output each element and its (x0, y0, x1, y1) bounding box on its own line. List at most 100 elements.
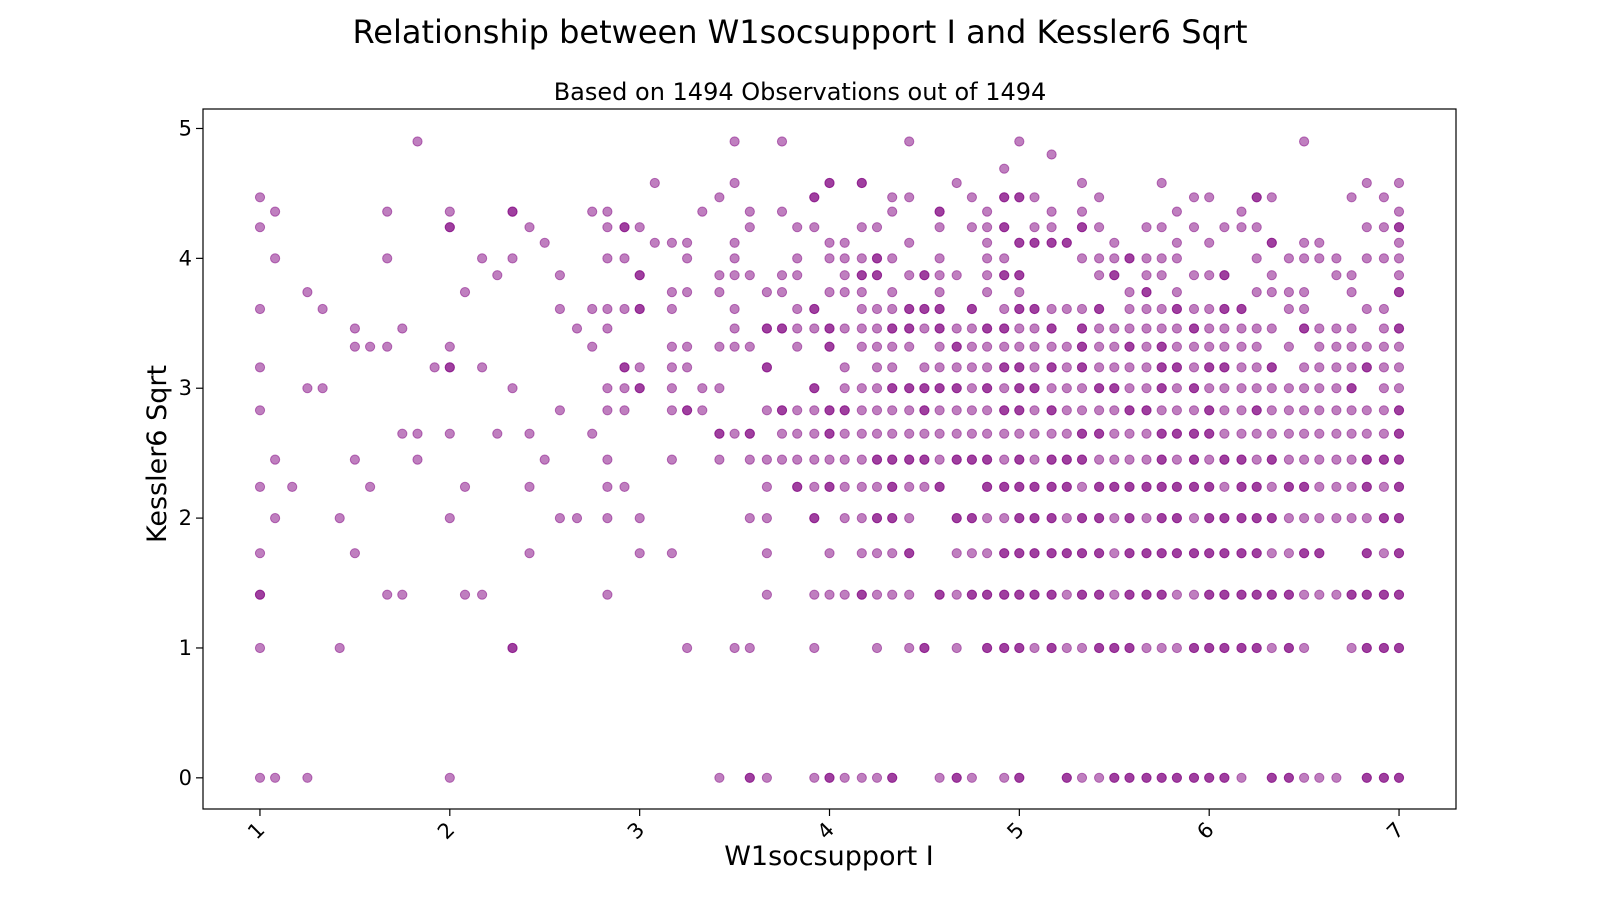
y-axis-label: Kessler6 Sqrt (142, 365, 173, 543)
data-point (1109, 270, 1120, 281)
data-point (1156, 253, 1167, 264)
data-point (444, 206, 455, 217)
data-point (919, 642, 930, 654)
data-point (254, 362, 266, 373)
data-point (524, 481, 535, 492)
data-point (1076, 303, 1088, 315)
data-point (1219, 303, 1230, 315)
data-point (809, 428, 820, 439)
data-point (477, 362, 488, 373)
data-point (982, 206, 993, 217)
data-point (729, 136, 740, 147)
data-point (444, 341, 455, 352)
data-point (951, 428, 962, 439)
data-point (1361, 405, 1372, 416)
data-point (887, 253, 898, 264)
data-point (999, 642, 1010, 654)
data-point (1094, 772, 1105, 783)
data-point (951, 589, 962, 600)
data-point (634, 222, 645, 233)
data-point (507, 253, 518, 264)
data-point (666, 454, 678, 465)
data-point (871, 362, 883, 373)
data-point (1361, 589, 1372, 600)
data-point (1014, 362, 1025, 373)
data-point (1361, 177, 1372, 189)
data-point (602, 303, 613, 315)
data-point (1314, 481, 1325, 492)
data-point (1378, 428, 1390, 439)
data-point (934, 405, 945, 416)
data-point (1283, 589, 1295, 600)
data-point (1283, 481, 1295, 492)
data-point (1251, 362, 1262, 373)
data-point (1094, 362, 1105, 373)
data-point (792, 222, 803, 233)
data-point (839, 323, 850, 334)
data-point (1346, 287, 1357, 298)
data-point (1251, 341, 1262, 352)
data-point (934, 362, 945, 373)
data-point (459, 481, 471, 492)
data-point (382, 341, 393, 352)
data-point (1061, 642, 1072, 654)
data-point (1094, 428, 1105, 439)
data-point (1156, 481, 1167, 492)
data-point (776, 323, 788, 334)
data-point (507, 383, 518, 394)
data-point (1046, 513, 1057, 524)
data-point (334, 513, 345, 524)
data-point (934, 287, 945, 298)
data-point (1219, 428, 1230, 439)
data-point (1361, 428, 1372, 439)
data-point (492, 428, 503, 439)
data-point (871, 253, 883, 264)
data-point (744, 206, 755, 217)
data-point (744, 222, 755, 233)
data-point (792, 270, 803, 281)
data-point (444, 772, 455, 783)
data-point (856, 270, 867, 281)
data-point (1283, 772, 1295, 783)
data-point (729, 323, 740, 334)
data-point (934, 253, 945, 264)
data-point (744, 341, 755, 352)
data-point (554, 303, 566, 315)
data-point (287, 481, 298, 492)
data-point (1299, 362, 1310, 373)
data-point (365, 481, 376, 492)
data-point (1346, 383, 1357, 394)
data-point (1236, 772, 1247, 783)
data-point (1346, 270, 1357, 281)
data-point (1156, 177, 1167, 189)
data-point (1219, 454, 1230, 465)
data-point (1076, 548, 1088, 559)
data-point (1029, 548, 1040, 559)
data-point (1156, 270, 1167, 281)
data-point (856, 222, 867, 233)
data-point (999, 548, 1010, 559)
data-point (302, 383, 313, 394)
data-point (1171, 206, 1183, 217)
data-point (729, 642, 740, 654)
data-point (1393, 237, 1405, 248)
data-point (1299, 513, 1310, 524)
data-point (412, 454, 423, 465)
data-point (999, 163, 1010, 174)
data-point (839, 383, 850, 394)
data-point (1204, 513, 1215, 524)
data-point (270, 513, 281, 524)
data-point (1156, 589, 1167, 600)
data-point (539, 454, 550, 465)
data-point (792, 428, 803, 439)
data-point (966, 192, 978, 203)
x-tick-label: 7 (1382, 818, 1408, 844)
data-point (602, 454, 613, 465)
data-point (761, 513, 773, 524)
data-point (1393, 548, 1405, 559)
data-point (856, 481, 867, 492)
data-point (254, 405, 266, 416)
data-point (254, 192, 266, 203)
data-point (1094, 405, 1105, 416)
data-point (1299, 454, 1310, 465)
